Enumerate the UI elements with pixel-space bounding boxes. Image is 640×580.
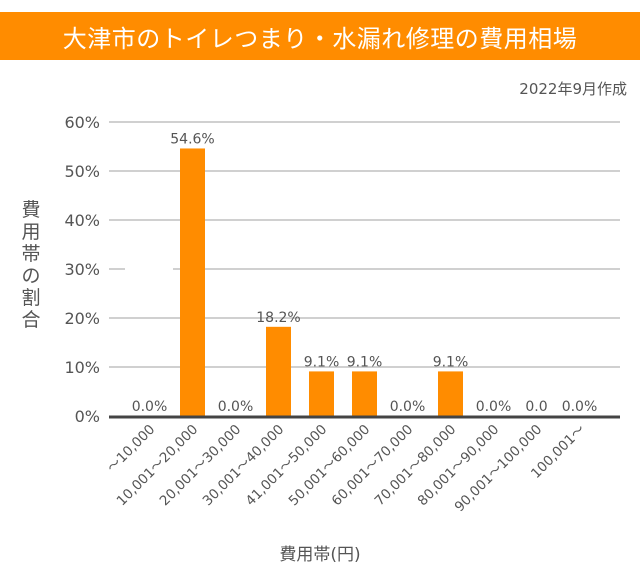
creation-date: 2022年9月作成	[519, 80, 627, 98]
y-tick-label: 50%	[64, 162, 100, 181]
bar	[266, 326, 291, 416]
y-axis-title: 費用帯の割合	[21, 199, 41, 331]
gridline-gap	[125, 267, 173, 271]
value-labels: 0.0% 54.6% 0.0% 18.2% 9.1% 9.1% 0.0% 9.1% 0.0% 0.…	[132, 131, 598, 415]
bar	[180, 148, 205, 416]
y-tick-label: 40%	[64, 211, 100, 230]
value-label: 0.0%	[218, 399, 254, 415]
y-tick-label: 30%	[64, 260, 100, 279]
bar	[309, 371, 334, 416]
y-tick-label: 10%	[64, 358, 100, 377]
bar	[438, 371, 463, 416]
value-label: 9.1%	[304, 354, 340, 370]
title-banner: 大津市のトイレつまり・水漏れ修理の費用相場	[0, 12, 640, 60]
value-label: 0.0%	[476, 399, 512, 415]
value-label: 0.0	[525, 399, 547, 415]
y-tick-label: 60%	[64, 113, 100, 132]
bars	[180, 148, 463, 416]
value-label: 9.1%	[433, 354, 469, 370]
y-tick-label: 20%	[64, 309, 100, 328]
value-label: 0.0%	[562, 399, 598, 415]
x-tick-labels: ～10,00010,001～20,00020,001～30,00030,001～…	[104, 422, 588, 516]
value-label: 9.1%	[347, 354, 383, 370]
chart-title: 大津市のトイレつまり・水漏れ修理の費用相場	[62, 24, 578, 53]
value-label: 18.2%	[256, 310, 300, 326]
x-axis-title: 費用帯(円)	[279, 545, 361, 565]
bar	[352, 371, 377, 416]
value-label: 54.6%	[170, 131, 214, 147]
value-label: 0.0%	[132, 399, 168, 415]
value-label: 0.0%	[390, 399, 426, 415]
y-tick-labels: 0% 10% 20% 30% 40% 50% 60%	[64, 113, 100, 426]
y-tick-label: 0%	[75, 407, 100, 426]
